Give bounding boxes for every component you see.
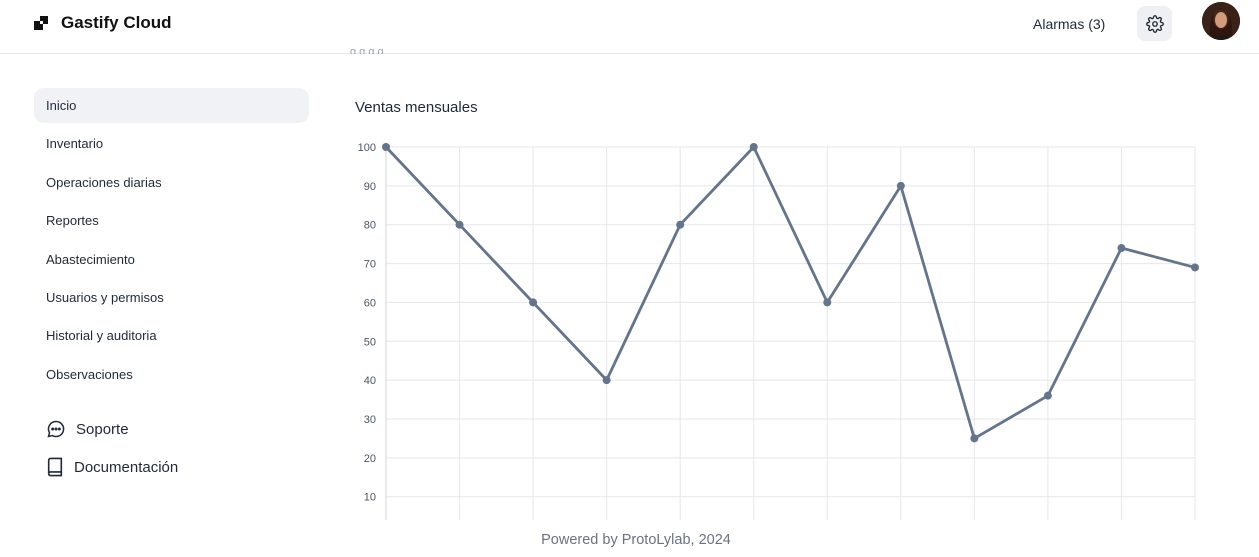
book-icon bbox=[47, 457, 63, 477]
y-tick-label: 40 bbox=[364, 375, 376, 387]
avatar[interactable] bbox=[1202, 2, 1240, 40]
settings-button[interactable] bbox=[1137, 6, 1172, 41]
sidebar-item-usuarios-y-permisos[interactable]: Usuarios y permisos bbox=[46, 289, 164, 305]
sidebar-item-historial-y-auditoria[interactable]: Historial y auditoria bbox=[46, 328, 157, 344]
data-point bbox=[529, 298, 538, 307]
alarms-link[interactable]: Alarmas (3) bbox=[1033, 16, 1106, 32]
y-tick-label: 60 bbox=[364, 297, 376, 309]
y-tick-label: 80 bbox=[364, 220, 376, 232]
sidebar-nav: Inicio Inventario Operaciones diarias Re… bbox=[34, 88, 309, 395]
logo-icon bbox=[34, 16, 48, 30]
data-point bbox=[382, 143, 390, 151]
series-line bbox=[384, 145, 1196, 440]
y-tick-label: 10 bbox=[364, 492, 376, 504]
sidebar-item-observaciones[interactable]: Observaciones bbox=[46, 366, 133, 382]
data-point bbox=[676, 220, 685, 229]
documentation-link[interactable]: Documentación bbox=[46, 457, 178, 477]
app-title: Gastify Cloud bbox=[61, 13, 172, 32]
data-point bbox=[896, 181, 905, 190]
top-bar: Gastify Cloud Alarmas (3) bbox=[0, 0, 1259, 54]
sales-line-chart: 10 20 30 40 50 60 70 80 90 100 bbox=[358, 142, 1199, 520]
chart-title: Ventas mensuales bbox=[355, 99, 478, 116]
clipped-content-text: g g g g bbox=[350, 46, 384, 54]
y-tick-label: 30 bbox=[364, 414, 376, 426]
y-tick-label: 90 bbox=[364, 181, 376, 193]
chat-bubble-icon bbox=[47, 420, 65, 438]
data-point bbox=[823, 298, 832, 307]
sidebar-item-inicio[interactable]: Inicio bbox=[34, 88, 309, 123]
support-label: Soporte bbox=[76, 420, 129, 438]
sidebar-item-abastecimiento[interactable]: Abastecimiento bbox=[46, 251, 135, 267]
y-tick-label: 70 bbox=[364, 259, 376, 271]
data-point bbox=[1117, 244, 1126, 253]
y-tick-label: 100 bbox=[358, 142, 376, 154]
data-point bbox=[1191, 263, 1199, 272]
data-point bbox=[749, 143, 758, 151]
support-link[interactable]: Soporte bbox=[46, 419, 129, 439]
footer-text: Powered by ProtoLylab, 2024 bbox=[541, 532, 731, 548]
data-point bbox=[602, 376, 611, 385]
sidebar-item-inventario[interactable]: Inventario bbox=[46, 136, 104, 152]
gear-icon bbox=[1145, 14, 1164, 33]
data-point bbox=[455, 220, 464, 229]
data-point bbox=[970, 434, 979, 443]
sidebar-item-operaciones-diarias[interactable]: Operaciones diarias bbox=[46, 174, 162, 190]
y-tick-label: 20 bbox=[364, 453, 376, 465]
y-tick-label: 50 bbox=[364, 336, 376, 348]
documentation-label: Documentación bbox=[74, 458, 179, 476]
sidebar-item-reportes[interactable]: Reportes bbox=[46, 213, 99, 229]
data-point bbox=[1043, 391, 1052, 400]
